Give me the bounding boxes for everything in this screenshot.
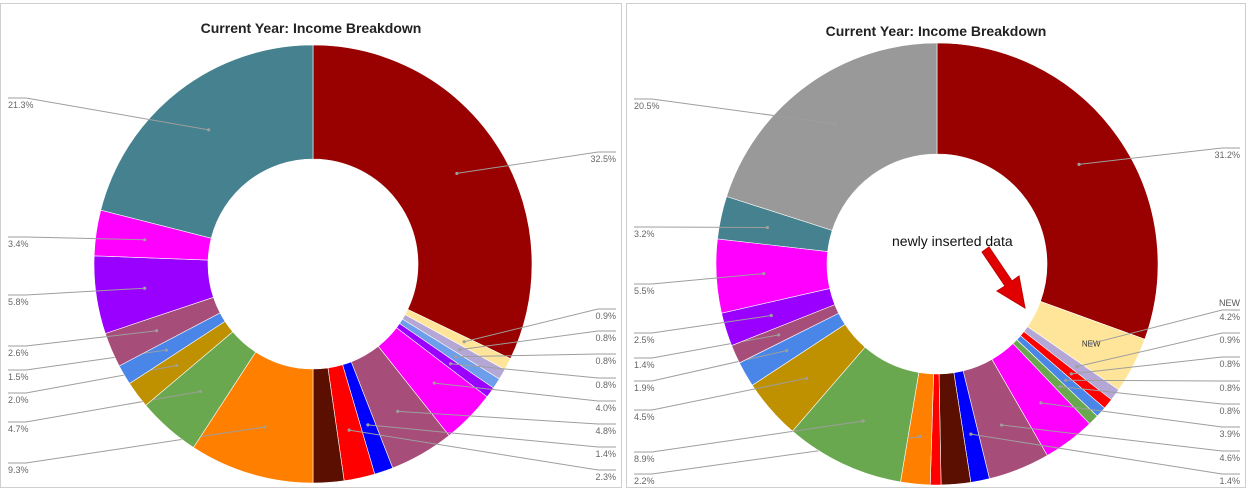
slice-percent-label: 4.8%: [595, 426, 616, 436]
slice-percent-label: 1.4%: [634, 360, 655, 370]
leader-line: [634, 273, 764, 285]
slice-percent-label: 3.4%: [8, 239, 29, 249]
label-dot: [1069, 372, 1073, 376]
leader-line: [634, 98, 835, 125]
slice-percent-label: 3.2%: [634, 229, 655, 239]
leader-line: [8, 97, 209, 131]
slice-percent-label: 1.9%: [634, 383, 655, 393]
slice-percent-label: 3.9%: [1219, 429, 1240, 439]
slice-percent-label: 0.8%: [1219, 406, 1240, 416]
leader-line: [434, 382, 616, 402]
slice-percent-label: 4.6%: [1219, 453, 1240, 463]
chart-panel-right: Current Year: Income Breakdown 31.2%NEWN…: [626, 3, 1246, 488]
leader-line: [1076, 332, 1240, 368]
chart-title: Current Year: Income Breakdown: [825, 23, 1047, 39]
leader-line: [450, 363, 616, 379]
leader-line: [8, 287, 145, 296]
leader-line: [8, 330, 157, 347]
slice-percent-label: 2.3%: [595, 472, 616, 482]
leader-line: [634, 314, 772, 334]
leader-line: [1040, 402, 1240, 428]
slice-percent-label: 4.5%: [634, 412, 655, 422]
leader-line: [456, 151, 616, 174]
slice-percent-label: 0.8%: [1219, 359, 1240, 369]
slice-percent-label: 0.8%: [595, 333, 616, 343]
leader-line: [459, 330, 616, 351]
pie-slice[interactable]: [100, 44, 314, 239]
leader-line: [1078, 147, 1240, 165]
slice-percent-label: 20.5%: [634, 101, 660, 111]
slice-percent-label: 9.3%: [8, 465, 29, 475]
leader-line: [455, 353, 616, 358]
leader-line: [8, 236, 145, 241]
leader-line: [634, 377, 807, 411]
slice-percent-label: 8.9%: [634, 454, 655, 464]
pie-slice[interactable]: [936, 42, 1159, 340]
chart-panel-left: Current Year: Income Breakdown 32.5% 0.9%…: [0, 3, 622, 488]
slice-percent-label: 0.8%: [1219, 383, 1240, 393]
slice-percent-label: 32.5%: [590, 154, 616, 164]
annotation-text: newly inserted data: [892, 233, 1013, 249]
donut-chart-left: 32.5% 0.9% 0.8% 0.8% 0.8% 4.0% 4.8% 1.4% 2.3% 9.3…: [8, 44, 616, 484]
leader-line: [464, 308, 616, 343]
slice-percent-label: 0.8%: [595, 356, 616, 366]
leader-line: [1001, 424, 1240, 452]
pie-slice[interactable]: [726, 42, 938, 231]
leader-line: [397, 410, 616, 425]
slice-percent-label: 4.0%: [595, 403, 616, 413]
slice-percent-label: 0.9%: [1219, 335, 1240, 345]
leader-line: [349, 429, 616, 471]
leader-line: [1071, 356, 1240, 375]
chart-title: Current Year: Income Breakdown: [200, 20, 422, 36]
slice-percent-label: 5.5%: [634, 286, 655, 296]
slice-percent-label: 1.4%: [595, 449, 616, 459]
leader-line: [1091, 309, 1240, 345]
leader-line: [970, 433, 1240, 475]
slice-percent-label: 31.2%: [1214, 150, 1240, 160]
slice-percent-label: 0.8%: [595, 380, 616, 390]
slice-percent-label: 2.0%: [8, 395, 29, 405]
slice-percent-label: 2.2%: [634, 476, 655, 486]
slice-percent-label: 4.7%: [8, 424, 29, 434]
slice-percent-label: 1.4%: [1219, 476, 1240, 486]
leader-line: [367, 424, 616, 448]
slice-percent-label: 5.8%: [8, 297, 29, 307]
slice-name-label: NEW: [1219, 298, 1241, 308]
leader-line: [1059, 385, 1240, 405]
slice-percent-label: 21.3%: [8, 100, 34, 110]
pie-slice[interactable]: [312, 44, 533, 360]
slice-percent-label: 4.2%: [1219, 312, 1240, 322]
donut-chart-right: 31.2%NEWNEW4.2%0.9%0.8%0.8%0.8%3.9%4.6%1…: [634, 42, 1241, 486]
red-arrow-icon: [981, 246, 1026, 310]
leader-line: [1065, 379, 1240, 382]
slice-percent-label: 2.6%: [8, 348, 29, 358]
leader-line: [634, 420, 864, 453]
slice-percent-label: 0.9%: [595, 311, 616, 321]
slice-percent-label: 2.5%: [634, 335, 655, 345]
slice-percent-label: 1.5%: [8, 372, 29, 382]
